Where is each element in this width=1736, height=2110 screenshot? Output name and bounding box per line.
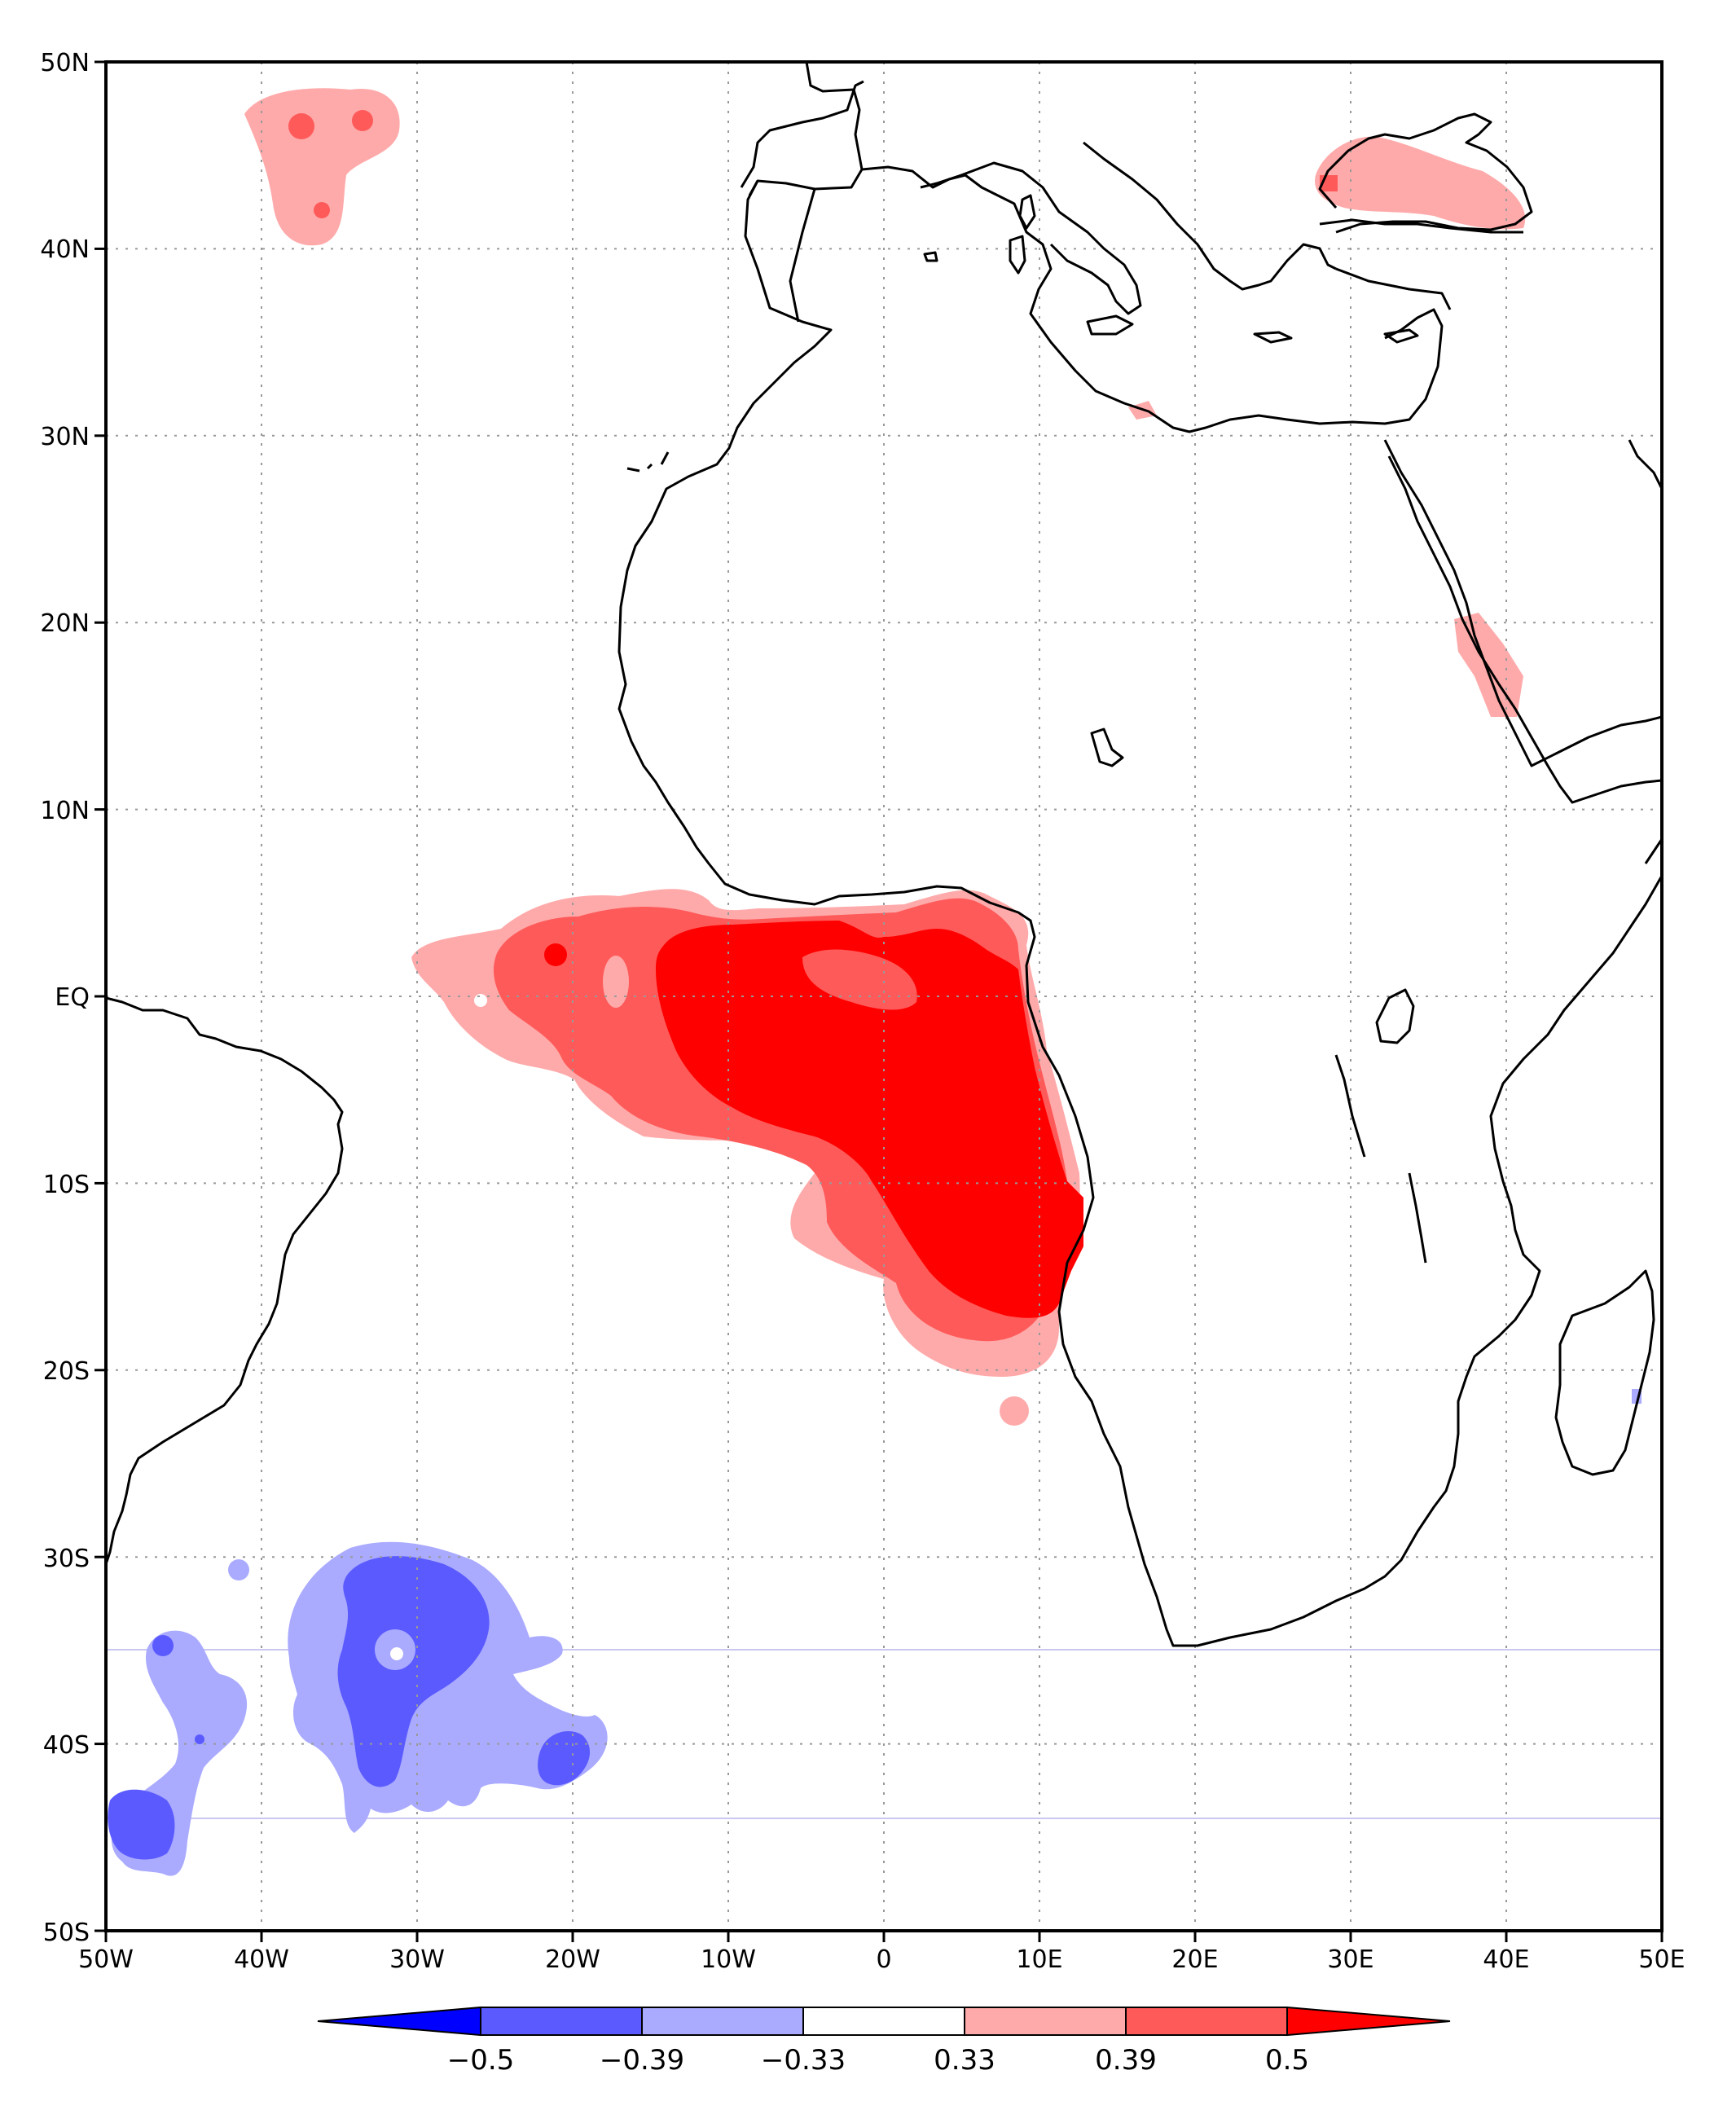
coast-lake-malawi	[1408, 1172, 1427, 1264]
shade-neg-mid	[108, 1789, 175, 1860]
coastlines	[106, 62, 1662, 1647]
shade-neg-spot-mid	[195, 1734, 204, 1744]
coast-corsica	[1018, 194, 1036, 230]
shade-spot-mid	[352, 110, 373, 131]
colorbar-arrow-left	[317, 2006, 481, 2037]
lat-labels: 50N 40N 30N 20N 10N EQ 10S 20S 30S 40S 5…	[40, 49, 90, 1947]
lat-label: 10N	[40, 797, 90, 825]
shade-pocket-mid	[802, 949, 917, 1010]
shade-spot-mid	[288, 113, 314, 139]
lat-label: 40S	[43, 1731, 90, 1760]
shade-neg-spot-light	[228, 1559, 249, 1580]
lat-label: 40N	[40, 235, 90, 264]
axis-ticks	[94, 60, 1663, 1942]
lon-label: 40E	[1483, 1945, 1529, 1974]
colorbar-label: −0.33	[761, 2044, 846, 2077]
coast-europe	[748, 165, 1444, 433]
lon-label: 20E	[1171, 1945, 1218, 1974]
shade-gulf-strong	[656, 921, 1083, 1318]
lon-label: 0	[876, 1945, 891, 1974]
lon-label: 50E	[1638, 1945, 1685, 1974]
colorbar-labels: −0.5 −0.39 −0.33 0.33 0.39 0.5	[447, 2044, 1309, 2077]
colorbar-label: 0.39	[1095, 2044, 1157, 2077]
lon-label: 30W	[389, 1945, 445, 1974]
shade-hole-light	[603, 956, 629, 1008]
coast-arabia	[1383, 439, 1662, 767]
coast-crete	[1253, 331, 1293, 344]
lat-label: 20N	[40, 609, 90, 638]
coast-iberia	[740, 80, 864, 188]
lon-label: 40W	[234, 1945, 289, 1974]
coast-sardinia	[1009, 235, 1026, 275]
coast-balearic	[923, 251, 938, 262]
colorbar-swatch	[964, 2007, 1127, 2036]
lat-label: 50S	[43, 1919, 90, 1947]
colorbar-swatch	[480, 2007, 643, 2036]
lon-label: 20W	[545, 1945, 600, 1974]
coast-italy	[920, 161, 1142, 315]
coast-lake-tanganyika	[1334, 1054, 1366, 1158]
colorbar	[317, 2006, 1451, 2037]
lon-label: 30E	[1327, 1945, 1373, 1974]
lat-label: 50N	[40, 49, 90, 77]
coast-arabia-east	[1628, 439, 1662, 490]
shade-neg-hole-white	[390, 1647, 403, 1660]
shading-layer	[108, 88, 1642, 1876]
colorbar-swatch	[1125, 2007, 1288, 2036]
coast-africa-eurasia	[617, 62, 1662, 1647]
coast-lake-chad	[1090, 728, 1124, 767]
lat-label: 30N	[40, 423, 90, 451]
coast-cyprus	[1383, 328, 1419, 344]
coast-sicily	[1086, 314, 1134, 336]
colorbar-swatch	[802, 2007, 965, 2036]
lon-label: 10E	[1016, 1945, 1062, 1974]
shade-neg-mid	[337, 1556, 490, 1787]
lon-label: 10W	[701, 1945, 756, 1974]
shade-neg-spot-mid	[152, 1635, 174, 1656]
lat-label: 20S	[43, 1357, 90, 1386]
coast-horn	[1644, 838, 1662, 864]
lat-label: EQ	[55, 983, 90, 1012]
coast-lake-victoria	[1375, 988, 1415, 1044]
coast-canary	[626, 451, 670, 473]
colorbar-label: 0.33	[934, 2044, 995, 2077]
colorbar-swatch	[641, 2007, 804, 2036]
coast-south-america	[106, 996, 344, 1565]
shade-spot-mid	[314, 202, 330, 218]
shade-hole-white	[474, 994, 487, 1007]
colorbar-label: 0.5	[1265, 2044, 1309, 2077]
lat-label: 10S	[43, 1171, 90, 1199]
lon-label: 50W	[78, 1945, 134, 1974]
lon-labels: 50W 40W 30W 20W 10W 0 10E 20E 30E 40E 50…	[78, 1945, 1685, 1974]
colorbar-label: −0.39	[600, 2044, 684, 2077]
colorbar-label: −0.5	[447, 2044, 515, 2077]
coast-turkey	[1319, 218, 1523, 310]
coast-madagascar	[1554, 1269, 1655, 1476]
coast-red-sea-west	[1387, 455, 1662, 804]
coast-balkans	[1083, 141, 1337, 291]
colorbar-arrow-right	[1286, 2006, 1451, 2037]
coast-black-sea	[1318, 112, 1533, 234]
lat-label: 30S	[43, 1545, 90, 1573]
shade-patch-black-sea	[1315, 136, 1526, 230]
shade-spot-strong	[544, 943, 567, 966]
shade-spot-light	[1000, 1396, 1029, 1426]
